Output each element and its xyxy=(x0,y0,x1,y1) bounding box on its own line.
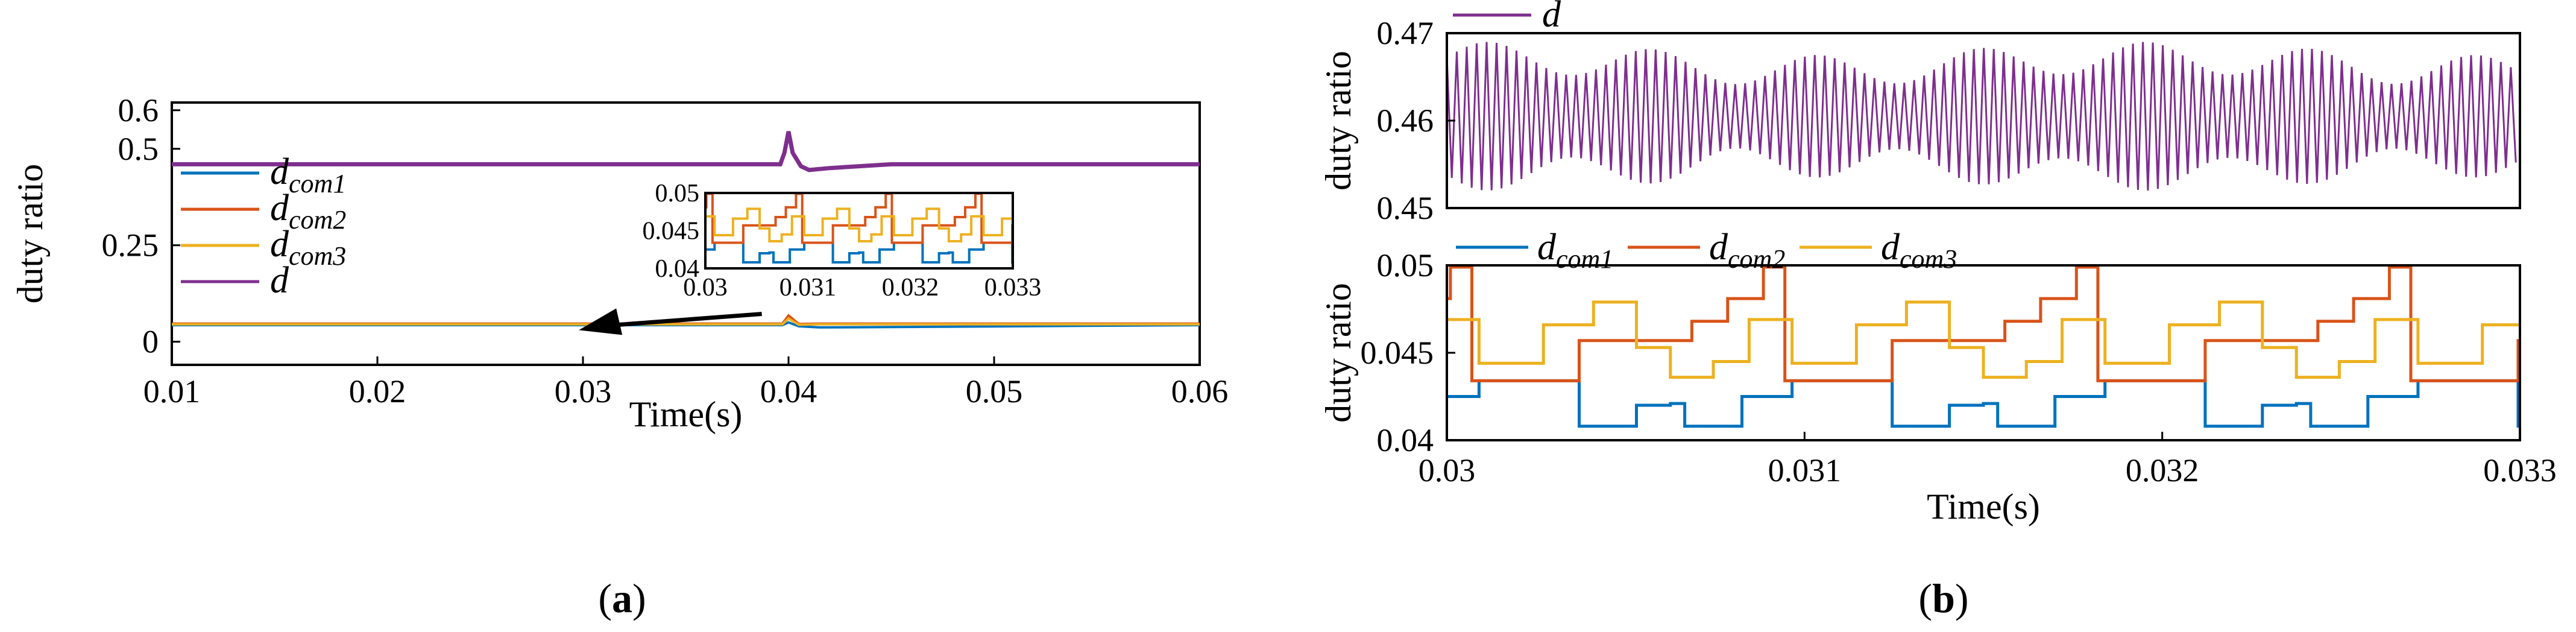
panel-b-bottom-legend-label-d_com3-sub: com3 xyxy=(1900,244,1957,274)
panel-b-bottom-chart: 0.03 0.031 0.032 0.033 0.04 0.045 0.05 Time(s) d… xyxy=(1318,227,2557,526)
panel-b-bottom-ytick-label: 0.05 xyxy=(1377,247,1434,283)
panel-a-legend-label-d_com2-base: d xyxy=(270,188,289,229)
panel-a-inset-xtick-label: 0.03 xyxy=(683,274,728,302)
panel-b-bottom-xtick-label: 0.032 xyxy=(2126,452,2199,488)
panel-b-top-legend-label-d: d xyxy=(1542,0,1561,35)
panel-a-ytick-label: 0.6 xyxy=(118,92,159,128)
panel-a-inset-ytick-label: 0.04 xyxy=(655,255,700,283)
panel-b-bottom-ytick-label: 0.04 xyxy=(1377,422,1434,458)
panel-a-series-d xyxy=(172,131,1200,172)
panel-a-inset-ytick-label: 0.05 xyxy=(655,180,700,207)
panel-b-top-chart: 0.45 0.46 0.47 duty ratio d xyxy=(1318,0,2521,226)
panel-a-inset-series-d_com1 xyxy=(705,241,1014,264)
panel-a-xtick-label: 0.01 xyxy=(143,373,201,409)
panel-a-inset-xtick-label: 0.031 xyxy=(779,274,837,302)
panel-a-ytick-label: 0.5 xyxy=(118,131,159,167)
panel-a-legend-label-d_com1: dcom1 xyxy=(270,151,346,198)
panel-b-bottom-series-d_com3 xyxy=(1447,300,2520,379)
panel-b-bottom-legend-label-d_com2-base: d xyxy=(1709,227,1728,268)
panel-a-xtick-label: 0.03 xyxy=(555,373,612,409)
panel-b-bottom-xtick-label: 0.033 xyxy=(2483,452,2557,488)
panel-b-bottom-ytick-label: 0.045 xyxy=(1361,335,1434,371)
panel-b-bottom-xtick-label: 0.03 xyxy=(1419,452,1476,488)
panel-a-inset-ytick-label: 0.045 xyxy=(643,218,700,245)
panel-a-inset-box xyxy=(704,192,1014,270)
panel-a-ytick-label: 0 xyxy=(142,324,159,360)
panel-b-bottom-legend-label-d_com3-base: d xyxy=(1881,227,1900,268)
panel-a-chart: 0.01 0.02 0.03 0.04 0.05 0.0600.250.50.6Time(… xyxy=(10,92,1228,434)
panel-a-legend-label-d_com1-base: d xyxy=(270,151,289,192)
panel-a-legend-label-d_com2: dcom2 xyxy=(270,188,346,235)
panel-a-xlabel: Time(s) xyxy=(629,394,743,434)
panel-a-xtick-label: 0.04 xyxy=(760,373,817,409)
panel-a-legend-label-d_com3-base: d xyxy=(270,224,289,265)
panel-a-legend-label-d_com3: dcom3 xyxy=(270,224,346,271)
panel-a-inset-series-d_com3 xyxy=(705,207,1013,242)
panel-b-bottom-xtick-label: 0.031 xyxy=(1768,452,1842,488)
panel-b-bottom-legend-label-d_com1-sub: com1 xyxy=(1556,244,1613,274)
panel-a-series-d_com3 xyxy=(172,317,1200,326)
caption-a-letter: a xyxy=(612,575,632,621)
panel-a-legend-label-d_com3-sub: com3 xyxy=(289,241,346,271)
panel-b-top-series-d xyxy=(1446,42,2517,191)
panel-b-top-ytick-label: 0.46 xyxy=(1377,103,1434,139)
panel-b-bottom-series-d_com2 xyxy=(1447,265,2520,382)
panel-b-top-ylabel: duty ratio xyxy=(1318,51,1358,191)
panel-a-inset-xtick-label: 0.033 xyxy=(984,274,1042,302)
panel-b-bottom-legend-label-d_com2: dcom2 xyxy=(1709,227,1785,274)
caption-b-letter: b xyxy=(1932,575,1955,621)
panel-a-ylabel: duty ratio xyxy=(10,164,50,304)
panel-b-top-legend-label-d-base: d xyxy=(1542,0,1561,35)
panel-a-legend-label-d: d xyxy=(270,260,289,301)
caption-b: (b) xyxy=(1918,575,1968,621)
panel-b-top-ytick-label: 0.45 xyxy=(1377,190,1434,226)
panel-a-ytick-label: 0.25 xyxy=(102,227,159,264)
caption-a: (a) xyxy=(598,575,646,621)
panel-a-inset-xtick-label: 0.032 xyxy=(882,274,939,302)
panel-b-bottom-legend-label-d_com1: dcom1 xyxy=(1537,227,1613,274)
panel-a-legend-label-d-base: d xyxy=(270,260,289,301)
panel-a-arrow-head xyxy=(579,308,623,335)
panel-a-xtick-label: 0.02 xyxy=(349,373,406,409)
panel-b-bottom-legend-label-d_com2-sub: com2 xyxy=(1728,244,1785,274)
panel-b-bottom-legend-label-d_com3: dcom3 xyxy=(1881,227,1957,274)
panel-a-arrow-shaft xyxy=(602,312,762,328)
panel-b-top-ytick-label: 0.47 xyxy=(1377,15,1434,51)
panel-b-bottom-legend-label-d_com1-base: d xyxy=(1537,227,1557,268)
panel-b-bottom-xlabel: Time(s) xyxy=(1927,487,2040,526)
panel-a-axes-box xyxy=(171,101,1201,366)
panel-a-legend-label-d_com1-sub: com1 xyxy=(289,169,346,198)
panel-a-legend-label-d_com2-sub: com2 xyxy=(289,205,346,235)
panel-b-bottom-series-d_com1 xyxy=(1447,379,2520,428)
panel-a-xtick-label: 0.06 xyxy=(1171,373,1229,409)
panel-b-bottom-ylabel: duty ratio xyxy=(1318,283,1358,423)
panel-a-xtick-label: 0.05 xyxy=(966,373,1023,409)
